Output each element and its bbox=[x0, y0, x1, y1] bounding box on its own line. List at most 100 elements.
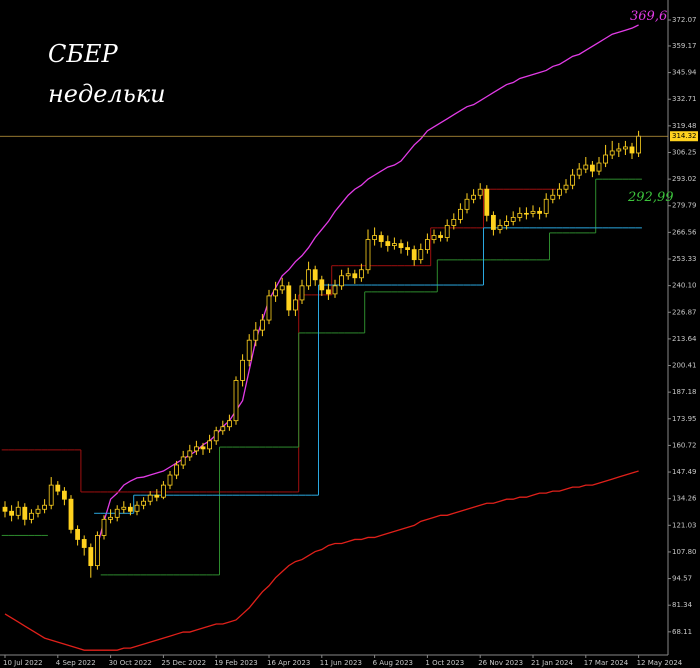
candle-body bbox=[504, 221, 510, 226]
candle-body bbox=[444, 225, 450, 238]
candle-body bbox=[259, 319, 265, 331]
candle-body bbox=[312, 269, 318, 281]
candle-body bbox=[484, 188, 490, 216]
candle-body bbox=[9, 510, 15, 516]
candle-body bbox=[517, 212, 523, 218]
y-tick-label: 226.87 bbox=[672, 308, 697, 316]
x-tick-label: 30 Oct 2022 bbox=[109, 659, 152, 667]
candle-body bbox=[299, 285, 305, 301]
candle-body bbox=[431, 235, 437, 240]
candle-body bbox=[596, 162, 602, 172]
candle-body bbox=[385, 241, 391, 246]
candle-body bbox=[471, 194, 477, 200]
candle-body bbox=[616, 148, 622, 152]
candle-body bbox=[405, 247, 411, 251]
y-tick-label: 253.33 bbox=[672, 255, 697, 263]
y-tick-label: 147.49 bbox=[672, 468, 697, 476]
candle-body bbox=[319, 279, 325, 291]
candle-body bbox=[68, 498, 74, 530]
y-tick-label: 279.79 bbox=[672, 202, 697, 210]
candle-body bbox=[207, 440, 213, 450]
candle-body bbox=[266, 295, 272, 321]
candle-body bbox=[253, 329, 259, 341]
candle-body bbox=[603, 154, 608, 164]
candle-body bbox=[213, 430, 219, 442]
candle-body bbox=[464, 198, 470, 210]
x-tick-label: 19 Feb 2023 bbox=[214, 659, 258, 667]
candle-body bbox=[226, 420, 232, 428]
candle-body bbox=[325, 289, 331, 295]
indicator-line bbox=[4, 470, 639, 651]
x-tick-label: 21 Jan 2024 bbox=[531, 659, 574, 667]
candle-body bbox=[187, 450, 193, 458]
candle-body bbox=[22, 506, 28, 520]
annotation: 292,99 bbox=[627, 190, 674, 205]
candle-body bbox=[570, 174, 575, 186]
candle-body bbox=[127, 506, 133, 512]
candle-body bbox=[590, 164, 595, 172]
candle-body bbox=[167, 474, 173, 486]
candle-body bbox=[550, 194, 556, 200]
candle-body bbox=[95, 535, 100, 567]
y-tick-label: 240.10 bbox=[672, 282, 697, 290]
candle-body bbox=[35, 508, 41, 514]
candle-body bbox=[147, 494, 153, 502]
candle-body bbox=[524, 212, 529, 215]
x-tick-label: 26 Nov 2023 bbox=[478, 659, 523, 667]
candle-body bbox=[286, 285, 292, 311]
y-tick-label: 121.03 bbox=[672, 521, 697, 529]
candle-body bbox=[623, 146, 628, 150]
y-tick-label: 134.26 bbox=[672, 495, 697, 503]
candle-body bbox=[636, 135, 641, 154]
x-tick-label: 11 Jun 2023 bbox=[320, 659, 362, 667]
candle-body bbox=[81, 539, 87, 548]
annotation: 369,6 bbox=[630, 9, 667, 24]
y-tick-label: 173.95 bbox=[672, 415, 697, 423]
candle-body bbox=[451, 219, 457, 226]
candle-body bbox=[358, 269, 364, 279]
y-tick-label: 81.34 bbox=[672, 601, 693, 609]
candle-body bbox=[240, 359, 246, 381]
candle-body bbox=[193, 446, 199, 452]
candle-body bbox=[121, 506, 127, 510]
candle-body bbox=[180, 456, 186, 466]
candle-body bbox=[220, 426, 226, 432]
candle-body bbox=[424, 239, 430, 251]
candle-body bbox=[160, 484, 166, 498]
y-tick-label: 107.80 bbox=[672, 548, 697, 556]
y-tick-label: 213.64 bbox=[672, 335, 697, 343]
x-tick-label: 4 Sep 2022 bbox=[56, 659, 96, 667]
candle-body bbox=[477, 188, 483, 196]
y-tick-label: 187.18 bbox=[672, 388, 697, 396]
candle-body bbox=[88, 547, 94, 567]
x-tick-label: 16 Apr 2023 bbox=[267, 659, 310, 667]
candle-body bbox=[154, 494, 160, 498]
y-tick-label: 345.94 bbox=[672, 69, 697, 77]
y-tick-label: 359.17 bbox=[672, 42, 697, 50]
candle-body bbox=[497, 225, 503, 230]
candle-body bbox=[55, 484, 61, 492]
candle-body bbox=[418, 249, 424, 261]
annotation: СБЕР bbox=[48, 40, 119, 68]
x-tick-label: 17 Mar 2024 bbox=[584, 659, 629, 667]
price-label: 314.32 bbox=[672, 132, 697, 140]
candle-body bbox=[609, 150, 615, 156]
x-tick-label: 1 Oct 2023 bbox=[425, 659, 464, 667]
candle-body bbox=[411, 249, 417, 261]
candle-body bbox=[62, 490, 67, 500]
y-tick-label: 266.56 bbox=[672, 228, 697, 236]
candle-body bbox=[114, 508, 120, 518]
y-tick-label: 68.11 bbox=[672, 628, 692, 636]
y-tick-label: 293.02 bbox=[672, 175, 697, 183]
x-tick-label: 25 Dec 2022 bbox=[161, 659, 206, 667]
candle-body bbox=[345, 273, 351, 277]
candle-body bbox=[563, 184, 569, 190]
y-tick-label: 332.71 bbox=[672, 95, 697, 103]
candle-body bbox=[543, 198, 549, 214]
candle-body bbox=[28, 512, 34, 520]
candle-body bbox=[246, 339, 252, 361]
y-tick-label: 306.25 bbox=[672, 148, 697, 156]
